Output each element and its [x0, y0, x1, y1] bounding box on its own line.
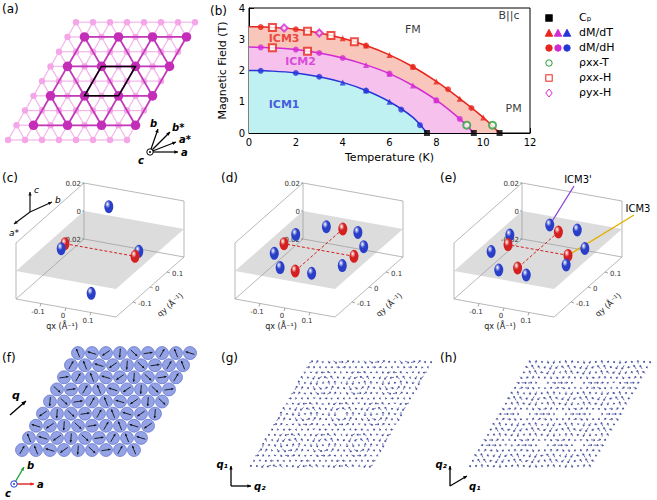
svg-text:b*: b* [172, 122, 185, 133]
svg-text:0.02: 0.02 [284, 180, 300, 188]
svg-text:c: c [34, 185, 39, 195]
svg-text:12: 12 [524, 137, 537, 148]
svg-text:-0.1: -0.1 [357, 300, 371, 308]
svg-text:2: 2 [239, 65, 245, 76]
svg-text:q₂: q₂ [254, 481, 266, 492]
svg-text:ICM3': ICM3' [564, 174, 592, 185]
svg-text:0.1: 0.1 [301, 317, 312, 325]
svg-text:(b): (b) [210, 4, 227, 18]
svg-text:qy (Å⁻¹): qy (Å⁻¹) [373, 290, 404, 319]
svg-text:qx (Å⁻¹): qx (Å⁻¹) [46, 320, 78, 331]
html-text:ρxx-H: ρxx-H [579, 71, 612, 84]
svg-text:qy (Å⁻¹): qy (Å⁻¹) [154, 290, 185, 319]
svg-text:ICM3: ICM3 [269, 32, 300, 45]
svg-text:0.1: 0.1 [82, 317, 93, 325]
svg-text:6: 6 [386, 137, 392, 148]
svg-text:0: 0 [499, 312, 503, 320]
svg-text:-0.1: -0.1 [576, 300, 590, 308]
svg-text:0: 0 [593, 285, 597, 293]
svg-text:-0.1: -0.1 [469, 308, 483, 316]
svg-text:-0.1: -0.1 [138, 300, 152, 308]
svg-text:ICM3: ICM3 [626, 203, 651, 214]
svg-text:(e): (e) [440, 171, 457, 185]
svg-text:(d): (d) [221, 171, 238, 185]
svg-text:0.1: 0.1 [610, 270, 621, 278]
svg-text:q: q [12, 389, 20, 402]
svg-text:(f): (f) [2, 351, 16, 365]
svg-text:0: 0 [155, 285, 159, 293]
svg-text:qx (Å⁻¹): qx (Å⁻¹) [484, 320, 516, 331]
svg-text:q₂: q₂ [435, 459, 447, 470]
svg-text:-0.1: -0.1 [31, 308, 45, 316]
svg-text:-0.02: -0.02 [500, 235, 519, 244]
svg-text:qy (Å⁻¹): qy (Å⁻¹) [592, 290, 623, 319]
svg-text:q₁: q₁ [469, 481, 481, 492]
svg-text:b: b [27, 460, 34, 471]
svg-text:a*: a* [179, 134, 192, 145]
svg-text:-0.02: -0.02 [62, 235, 81, 244]
svg-text:B||c: B||c [498, 9, 519, 22]
svg-text:2: 2 [293, 137, 299, 148]
svg-text:0: 0 [77, 208, 81, 216]
svg-text:a*: a* [9, 228, 20, 238]
svg-text:4: 4 [339, 137, 345, 148]
svg-text:0: 0 [280, 312, 284, 320]
html-text:dM/dT: dM/dT [579, 26, 613, 39]
html-text:ρyx-H: ρyx-H [579, 86, 612, 99]
svg-text:q₁: q₁ [216, 459, 228, 470]
svg-text:0.02: 0.02 [503, 180, 519, 188]
svg-text:-0.1: -0.1 [250, 308, 264, 316]
svg-text:ICM1: ICM1 [269, 98, 300, 111]
svg-text:(c): (c) [2, 171, 18, 185]
svg-text:FM: FM [405, 23, 421, 36]
svg-text:Magnetic Field (T): Magnetic Field (T) [216, 21, 229, 119]
svg-text:a: a [181, 147, 188, 158]
svg-text:ICM2: ICM2 [285, 55, 316, 68]
html-text:ρxx-T: ρxx-T [579, 56, 609, 69]
svg-text:10: 10 [477, 137, 490, 148]
svg-text:b: b [55, 195, 61, 205]
svg-text:0: 0 [296, 208, 300, 216]
svg-text:0: 0 [61, 312, 65, 320]
svg-text:0.1: 0.1 [391, 270, 402, 278]
svg-text:PM: PM [506, 102, 522, 115]
svg-text:0: 0 [239, 128, 245, 139]
svg-text:0.02: 0.02 [65, 180, 81, 188]
svg-text:0: 0 [374, 285, 378, 293]
svg-text:1: 1 [239, 96, 245, 107]
html-text:Cₚ: Cₚ [579, 11, 592, 24]
svg-text:4: 4 [239, 3, 245, 14]
svg-text:0.1: 0.1 [172, 270, 183, 278]
svg-text:b: b [150, 118, 157, 129]
svg-text:0: 0 [515, 208, 519, 216]
svg-text:a: a [37, 479, 44, 490]
svg-text:3: 3 [239, 34, 245, 45]
svg-text:8: 8 [433, 137, 439, 148]
html-text:dM/dH: dM/dH [579, 41, 615, 54]
svg-text:c: c [138, 155, 144, 166]
svg-text:Temperature (K): Temperature (K) [344, 151, 434, 164]
svg-text:(g): (g) [221, 351, 238, 365]
svg-text:0.1: 0.1 [520, 317, 531, 325]
svg-text:c: c [5, 488, 11, 499]
svg-text:(a): (a) [2, 2, 19, 16]
svg-text:(h): (h) [440, 351, 457, 365]
svg-text:0: 0 [246, 137, 252, 148]
svg-text:qx (Å⁻¹): qx (Å⁻¹) [265, 320, 297, 331]
